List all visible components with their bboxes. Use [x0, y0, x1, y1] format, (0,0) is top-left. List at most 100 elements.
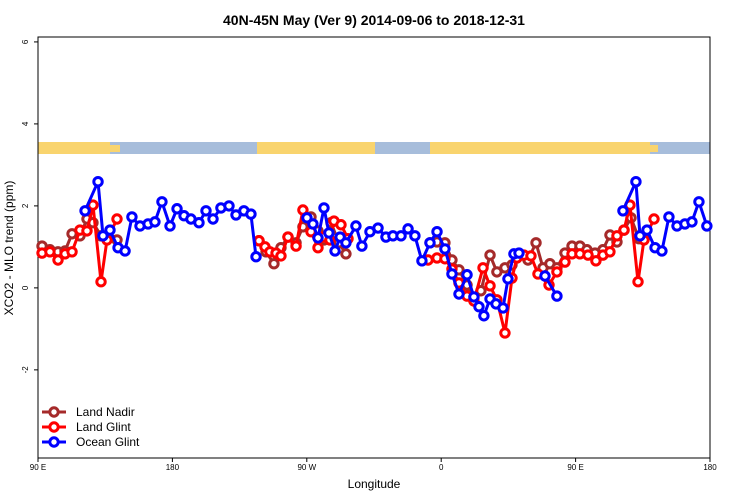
data-point [372, 222, 384, 234]
land-ocean-strip [38, 142, 710, 154]
data-point [439, 243, 451, 255]
y-tick-label: 6 [21, 39, 30, 44]
data-point [525, 250, 537, 262]
data-point [395, 230, 407, 242]
data-point [312, 232, 324, 244]
data-point [582, 249, 594, 261]
data-point [356, 240, 368, 252]
data-point [604, 246, 616, 258]
x-tick-label: 90 W [297, 463, 316, 472]
data-point [164, 220, 176, 232]
data-point [156, 196, 168, 208]
data-point [484, 280, 496, 292]
data-point [81, 225, 93, 237]
data-point [318, 202, 330, 214]
data-point [340, 248, 352, 260]
data-point [200, 205, 212, 217]
data-point [409, 230, 421, 242]
data-point [171, 203, 183, 215]
legend-label: Land Nadir [76, 405, 135, 419]
data-point [416, 255, 428, 267]
data-point [290, 240, 302, 252]
data-point [207, 213, 219, 225]
data-point [632, 276, 644, 288]
data-point [245, 208, 257, 220]
data-point [250, 251, 262, 263]
legend-marker [48, 436, 60, 448]
data-point [686, 216, 698, 228]
data-point [193, 216, 205, 229]
legend-marker [48, 406, 60, 418]
x-tick-label: 90 E [567, 463, 583, 472]
data-point [340, 237, 352, 249]
data-point [484, 249, 496, 261]
y-tick-label: 0 [21, 285, 30, 290]
data-point [551, 266, 563, 278]
data-point [92, 176, 104, 188]
land-strip [257, 142, 375, 154]
data-point [551, 290, 563, 302]
data-point [44, 246, 56, 258]
data-point [473, 301, 485, 313]
land-strip [430, 142, 530, 154]
data-point [275, 250, 287, 262]
legend-label: Ocean Glint [76, 435, 140, 449]
data-point [350, 220, 362, 232]
data-point [268, 257, 280, 270]
data-point [66, 246, 78, 258]
data-point [282, 231, 294, 243]
land-strip [110, 145, 120, 152]
data-point [323, 227, 335, 239]
data-point [648, 213, 660, 225]
data-point [611, 230, 623, 242]
data-point [539, 270, 551, 282]
y-axis-label: XCO2 - MLO trend (ppm) [2, 181, 16, 316]
data-point [701, 220, 713, 232]
land-strip [530, 142, 650, 154]
data-point [641, 224, 653, 236]
data-point [431, 226, 443, 238]
legend-label: Land Glint [76, 420, 131, 434]
data-point [119, 245, 131, 257]
data-point [630, 176, 642, 188]
data-point [693, 196, 705, 208]
data-point [499, 327, 511, 339]
data-point [95, 276, 107, 288]
data-point [312, 242, 324, 254]
data-point [424, 237, 436, 249]
data-point [329, 245, 341, 257]
data-point [478, 310, 490, 322]
x-tick-label: 180 [166, 463, 180, 472]
data-point [497, 302, 509, 314]
land-strip [38, 142, 110, 154]
data-point [663, 211, 675, 223]
data-point [559, 256, 571, 268]
data-point [634, 230, 646, 242]
data-point [461, 269, 473, 281]
data-point [502, 273, 514, 285]
data-point [477, 262, 489, 274]
x-tick-label: 0 [439, 463, 444, 472]
data-point [79, 205, 91, 217]
data-point [656, 245, 668, 257]
data-point [149, 216, 161, 228]
legend-marker [48, 421, 60, 433]
data-point [590, 255, 602, 267]
data-point [446, 268, 458, 280]
data-point [97, 230, 109, 242]
data-point [513, 247, 525, 259]
data-point [618, 224, 630, 236]
x-axis-label: Longitude [348, 477, 401, 491]
x-tick-label: 90 E [30, 463, 46, 472]
data-point [617, 205, 629, 217]
land-strip [650, 145, 658, 152]
data-point [307, 218, 319, 230]
chart-title: 40N-45N May (Ver 9) 2014-09-06 to 2018-1… [223, 12, 525, 28]
data-point [52, 254, 64, 266]
y-tick-label: 4 [21, 121, 30, 126]
y-tick-label: 2 [21, 203, 30, 208]
y-tick-label: -2 [21, 366, 30, 374]
data-point [111, 213, 123, 225]
